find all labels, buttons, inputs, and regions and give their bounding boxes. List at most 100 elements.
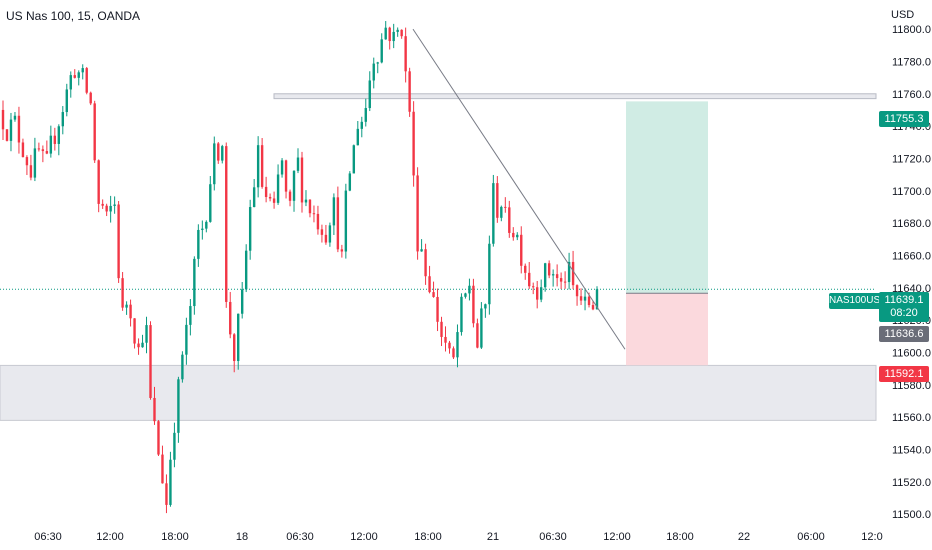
- candle-body: [284, 160, 288, 192]
- last-price-value: 11639.1: [884, 294, 924, 306]
- candle-body: [316, 213, 320, 230]
- candle-body: [65, 89, 68, 113]
- candle-body: [500, 206, 503, 218]
- candle-body: [408, 71, 411, 112]
- candle-body: [400, 29, 403, 37]
- x-tick-label: 12:00: [350, 531, 378, 543]
- candle-body: [105, 205, 108, 212]
- y-tick-label: 11700.0: [892, 186, 931, 198]
- y-tick-label: 11680.0: [892, 218, 931, 230]
- x-tick-label: 18: [236, 531, 248, 543]
- candle-body: [492, 183, 495, 244]
- candle-body: [209, 184, 212, 222]
- candle-body: [388, 27, 391, 42]
- chart-title: US Nas 100, 15, OANDA: [6, 9, 141, 23]
- candle-body: [384, 27, 387, 40]
- trend-line: [412, 28, 626, 350]
- candle-body: [57, 126, 61, 144]
- candle-body: [133, 318, 136, 344]
- candle-body: [575, 285, 579, 297]
- candle-body: [304, 199, 308, 203]
- candle-body: [300, 157, 304, 203]
- candle-body: [328, 225, 332, 243]
- candle-body: [428, 276, 431, 293]
- candle-body: [404, 36, 407, 72]
- candle-body: [480, 308, 483, 348]
- candle-body: [520, 234, 523, 266]
- candle-body: [260, 145, 264, 187]
- candle-body: [221, 146, 224, 161]
- candle-body: [543, 263, 547, 288]
- candle-body: [244, 250, 248, 290]
- candle-body: [488, 243, 491, 305]
- candle-body: [512, 232, 515, 238]
- candle-body: [444, 336, 447, 343]
- candle-body: [169, 459, 172, 505]
- candle-body: [360, 121, 363, 129]
- candle-body: [272, 198, 276, 203]
- candle-body: [193, 258, 196, 307]
- support-zone: [0, 364, 877, 421]
- entry-price-tag: 11636.6: [879, 326, 929, 342]
- candle-body: [33, 148, 37, 178]
- y-tick-label: 11800.0: [892, 24, 931, 36]
- candle-body: [125, 304, 128, 308]
- candle-body: [296, 157, 300, 171]
- candle-body: [420, 249, 423, 252]
- candle-body: [121, 278, 124, 308]
- candle-body: [432, 292, 435, 297]
- candle-body: [5, 129, 9, 141]
- candle-body: [237, 313, 240, 362]
- candle-body: [464, 293, 467, 297]
- candle-body: [21, 142, 25, 158]
- candle-body: [536, 287, 539, 300]
- x-tick-label: 21: [487, 531, 499, 543]
- candle-body: [364, 108, 367, 122]
- candle-body: [292, 170, 296, 201]
- candle-body: [344, 190, 348, 252]
- candle-body: [41, 149, 45, 152]
- candle-body: [416, 175, 419, 252]
- candle-body: [559, 278, 563, 282]
- candle-body: [93, 103, 96, 161]
- x-tick-label: 18:00: [414, 531, 442, 543]
- y-tick-label: 11780.0: [892, 56, 931, 68]
- candle-body: [352, 145, 356, 174]
- loss-zone: [626, 293, 708, 366]
- candle-body: [551, 274, 555, 276]
- candle-body: [117, 204, 120, 279]
- candle-body: [476, 323, 479, 348]
- candle-body: [137, 343, 140, 348]
- candle-body: [201, 228, 204, 230]
- candle-body: [563, 281, 567, 283]
- candle-body: [587, 296, 591, 306]
- candle-body: [396, 29, 399, 32]
- candle-body: [240, 289, 244, 314]
- candle-body: [157, 421, 160, 455]
- y-tick-label: 11500.0: [892, 509, 931, 521]
- candle-body: [69, 75, 72, 90]
- candle-body: [532, 286, 535, 288]
- stop-price-tag: 11592.1: [879, 366, 929, 382]
- x-tick-label: 06:30: [286, 531, 314, 543]
- x-tick-label: 18:00: [666, 531, 694, 543]
- candle-body: [448, 342, 451, 349]
- candle-body: [1, 109, 5, 130]
- candle-body: [528, 272, 531, 287]
- y-tick-label: 11560.0: [892, 412, 931, 424]
- candle-body: [185, 324, 188, 355]
- profit-zone: [626, 101, 708, 294]
- candle-body: [452, 348, 455, 358]
- candle-body: [248, 207, 252, 251]
- candle-body: [340, 249, 344, 252]
- candle-body: [468, 285, 471, 294]
- candle-body: [332, 197, 336, 226]
- candle-body: [153, 397, 156, 422]
- candle-body: [37, 148, 41, 150]
- candle-body: [173, 432, 176, 460]
- candle-body: [472, 285, 475, 324]
- candle-body: [145, 325, 148, 343]
- y-tick-label: 11660.0: [892, 250, 931, 262]
- x-tick-label: 12:00: [603, 531, 631, 543]
